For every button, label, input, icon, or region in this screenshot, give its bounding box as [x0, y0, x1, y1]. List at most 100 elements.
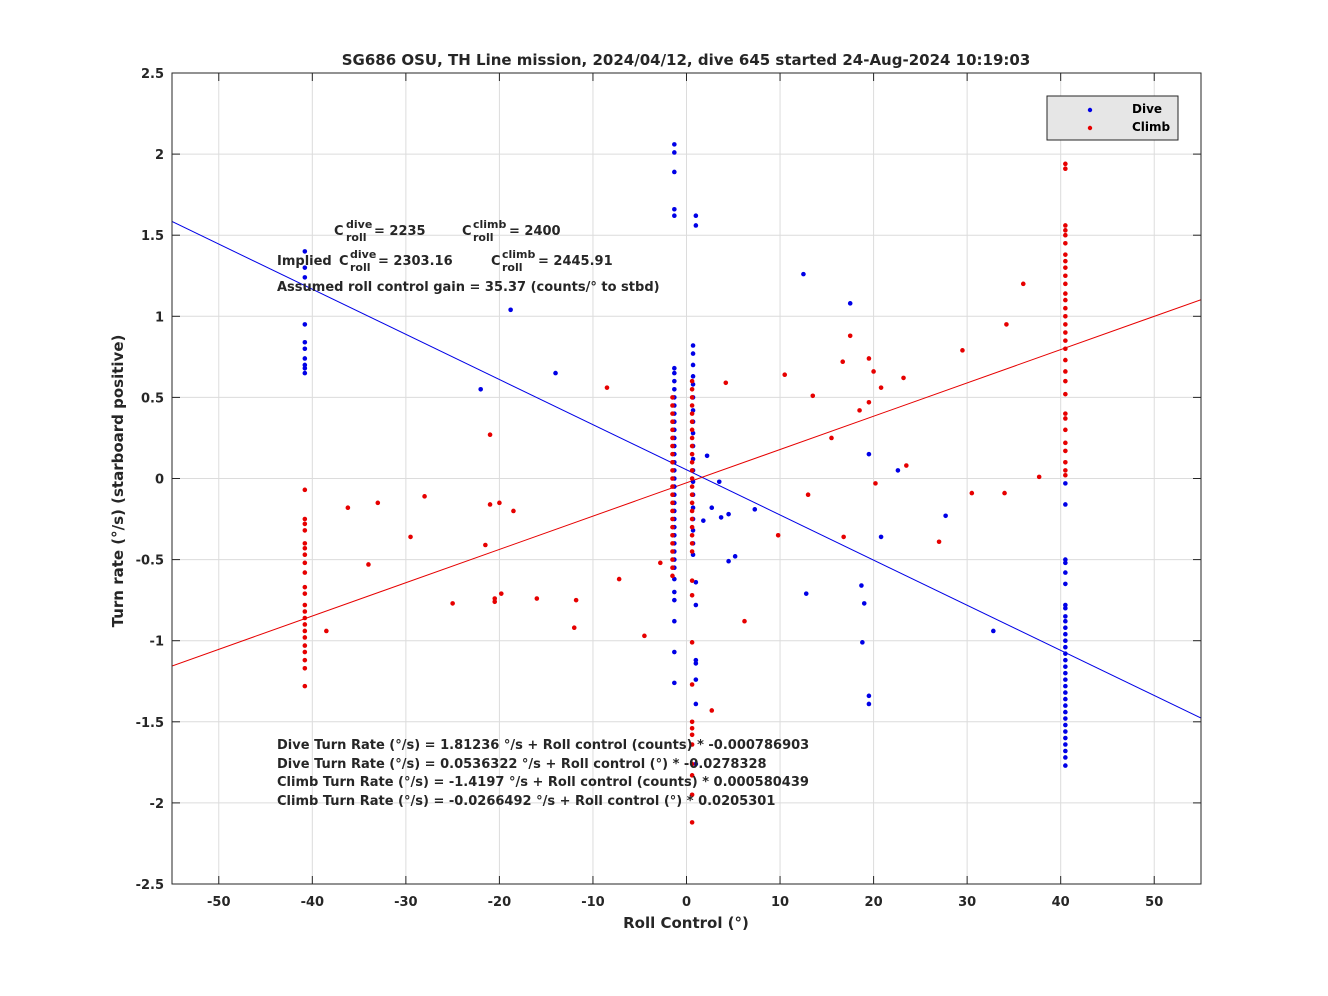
point-climb	[936, 539, 942, 545]
svg-text:roll: roll	[502, 261, 523, 274]
y-tick-label: 2.5	[141, 67, 164, 82]
point-climb	[1063, 378, 1068, 384]
x-tick-label: 20	[865, 895, 883, 910]
point-climb	[1063, 258, 1068, 264]
c-roll-annotation: C dive roll = 2235 C climb roll = 2400	[334, 218, 561, 244]
point-climb	[689, 792, 695, 798]
y-tick-label: 0	[155, 473, 164, 488]
point-dive	[478, 386, 484, 392]
point-climb	[483, 542, 488, 548]
point-climb	[302, 657, 308, 663]
point-climb	[1063, 391, 1068, 397]
point-climb	[689, 476, 695, 481]
point-climb	[1063, 427, 1068, 433]
svg-text:C: C	[334, 224, 344, 239]
point-climb	[689, 492, 695, 498]
point-dive	[801, 271, 806, 277]
point-climb	[670, 541, 675, 546]
y-tick-label: 0.5	[141, 391, 164, 406]
point-dive	[672, 589, 677, 595]
point-climb	[1063, 297, 1068, 303]
point-dive	[693, 223, 699, 228]
point-dive	[1063, 638, 1068, 643]
svg-text:climb: climb	[473, 218, 507, 231]
point-climb	[408, 534, 413, 540]
point-dive	[1063, 631, 1068, 637]
point-climb	[840, 359, 846, 365]
point-climb	[775, 532, 781, 538]
point-dive	[302, 249, 308, 254]
point-climb	[302, 541, 308, 546]
point-dive	[302, 339, 308, 345]
point-dive	[866, 693, 872, 699]
point-climb	[1063, 459, 1068, 465]
point-climb	[904, 463, 909, 468]
point-climb	[1063, 416, 1068, 421]
point-climb	[1063, 330, 1068, 335]
point-climb	[302, 628, 308, 634]
x-tick-label: -10	[581, 895, 605, 910]
point-dive	[672, 169, 677, 175]
point-climb	[901, 375, 906, 381]
point-climb	[857, 408, 862, 413]
point-climb	[689, 516, 695, 522]
point-climb	[670, 532, 675, 538]
data-points	[302, 142, 1068, 825]
point-dive	[1063, 683, 1068, 689]
x-tick-label: 40	[1052, 895, 1070, 910]
point-dive	[672, 597, 677, 603]
point-dive	[991, 628, 996, 634]
point-climb	[302, 570, 308, 575]
point-climb	[670, 492, 675, 498]
svg-text:C: C	[339, 254, 349, 269]
point-climb	[302, 649, 308, 655]
point-climb	[302, 622, 308, 627]
svg-text:= 2303.16: = 2303.16	[378, 254, 453, 269]
point-climb	[1063, 252, 1068, 257]
point-dive	[693, 701, 699, 707]
point-climb	[571, 625, 577, 631]
point-dive	[672, 378, 677, 384]
fit-equation-3: Climb Turn Rate (°/s) = -1.4197 °/s + Ro…	[277, 775, 809, 790]
point-dive	[1063, 690, 1068, 695]
point-climb	[689, 395, 695, 400]
point-climb	[1063, 305, 1068, 311]
point-climb	[670, 468, 675, 473]
point-climb	[1063, 265, 1068, 270]
point-dive	[701, 518, 706, 523]
point-dive	[693, 661, 699, 666]
point-climb	[302, 487, 308, 493]
fit-equation-2: Dive Turn Rate (°/s) = 0.0536322 °/s + R…	[277, 757, 767, 772]
point-dive	[860, 640, 865, 645]
point-climb	[487, 502, 493, 507]
point-climb	[689, 532, 695, 538]
point-climb	[450, 601, 455, 606]
point-climb	[689, 682, 695, 687]
svg-text:C: C	[462, 224, 472, 239]
point-dive	[718, 515, 724, 520]
point-climb	[689, 386, 695, 392]
point-climb	[670, 419, 675, 425]
point-climb	[1002, 490, 1007, 496]
point-dive	[1063, 748, 1068, 754]
point-dive	[716, 479, 722, 485]
point-dive	[866, 701, 872, 707]
point-climb	[670, 549, 675, 554]
svg-text:roll: roll	[473, 231, 494, 244]
point-climb	[969, 490, 975, 496]
legend: Dive Climb	[1046, 95, 1179, 141]
point-climb	[670, 557, 675, 562]
point-climb	[302, 665, 308, 671]
point-dive	[1063, 703, 1068, 708]
axis-ticks: -50 -40 -30 -20 -10 0 10 20 30 40 50-2.5-2-1.5-1-0…	[136, 67, 1201, 910]
point-dive	[1063, 651, 1068, 656]
point-climb	[1036, 474, 1042, 480]
point-climb	[689, 732, 695, 738]
point-climb	[366, 562, 371, 567]
point-climb	[324, 628, 329, 634]
point-climb	[670, 476, 675, 481]
point-climb	[1063, 228, 1068, 233]
point-climb	[670, 411, 675, 416]
point-climb	[866, 356, 872, 361]
point-climb	[689, 403, 695, 408]
